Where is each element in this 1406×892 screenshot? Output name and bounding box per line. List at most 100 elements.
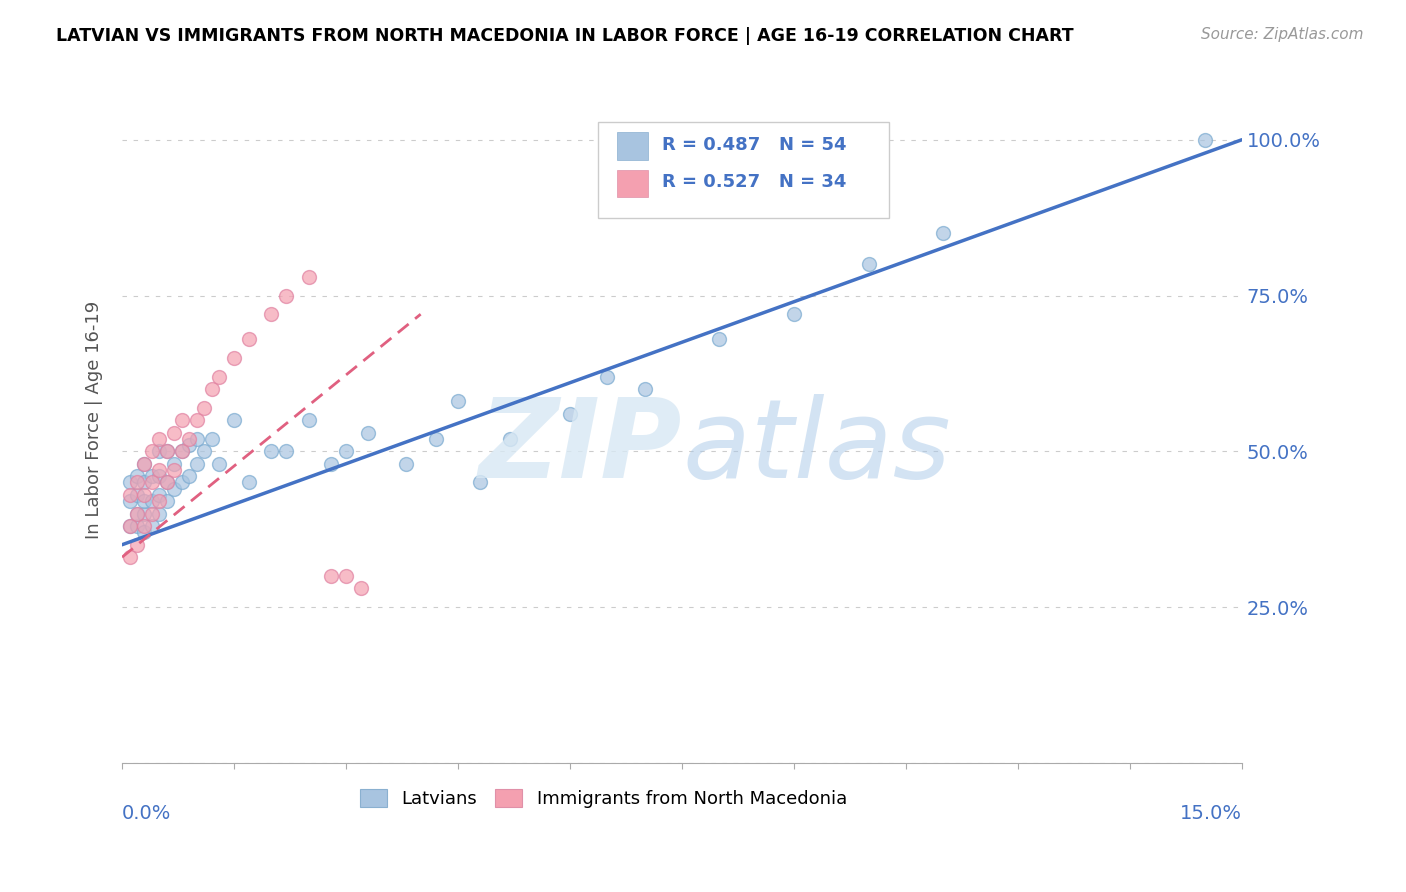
Point [125,507,148,521]
Point [186,432,208,446]
Point [148,432,170,446]
Point [179,469,201,483]
Point [179,432,201,446]
Point [156,475,179,490]
Point [118,550,141,565]
Point [208,369,231,384]
Text: Source: ZipAtlas.com: Source: ZipAtlas.com [1201,27,1364,42]
Text: LATVIAN VS IMMIGRANTS FROM NORTH MACEDONIA IN LABOR FORCE | AGE 16-19 CORRELATIO: LATVIAN VS IMMIGRANTS FROM NORTH MACEDON… [56,27,1074,45]
Point [156,444,179,458]
Point [141,475,163,490]
Point [260,307,283,321]
Point [276,288,298,302]
Text: 0.0%: 0.0% [122,805,172,823]
Point [134,519,156,533]
Point [156,475,179,490]
Point [470,475,492,490]
Point [125,469,148,483]
Point [134,457,156,471]
Point [148,463,170,477]
FancyBboxPatch shape [598,122,889,218]
Point [858,257,880,271]
Point [222,351,245,365]
Point [163,482,186,496]
Point [186,413,208,427]
Point [208,457,231,471]
Text: R = 0.527   N = 34: R = 0.527 N = 34 [662,173,846,191]
Point [156,444,179,458]
Point [125,488,148,502]
Point [156,494,179,508]
Point [125,519,148,533]
Point [201,432,224,446]
Point [276,444,298,458]
Point [170,444,193,458]
Point [499,432,522,446]
Point [260,444,283,458]
Point [425,432,447,446]
Point [134,525,156,540]
FancyBboxPatch shape [617,170,648,197]
Point [186,457,208,471]
Point [222,413,245,427]
Point [298,269,321,284]
Point [395,457,418,471]
Point [783,307,806,321]
Point [148,507,170,521]
Point [335,569,357,583]
Point [238,332,260,346]
Point [179,438,201,452]
Text: ZIP: ZIP [478,394,682,501]
Point [141,444,163,458]
Point [125,507,148,521]
Point [447,394,470,409]
Point [1194,133,1216,147]
Point [125,475,148,490]
Point [141,494,163,508]
Point [118,488,141,502]
Point [335,444,357,458]
FancyBboxPatch shape [617,132,648,160]
Point [709,332,731,346]
Point [134,457,156,471]
Point [170,413,193,427]
Point [238,475,260,490]
Point [170,444,193,458]
Point [319,457,342,471]
Text: atlas: atlas [682,394,950,501]
Point [118,475,141,490]
Point [298,413,321,427]
Point [141,507,163,521]
Point [134,494,156,508]
Point [118,519,141,533]
Point [118,519,141,533]
Point [633,382,655,396]
Point [148,488,170,502]
Text: R = 0.487   N = 54: R = 0.487 N = 54 [662,136,846,153]
Point [134,507,156,521]
Point [357,425,380,440]
Point [148,469,170,483]
Point [163,457,186,471]
Point [134,488,156,502]
Text: 15.0%: 15.0% [1180,805,1241,823]
Point [125,538,148,552]
Point [201,382,224,396]
Point [596,369,619,384]
Point [193,444,215,458]
Point [148,494,170,508]
Point [148,444,170,458]
Point [193,401,215,415]
Point [141,519,163,533]
Y-axis label: In Labor Force | Age 16-19: In Labor Force | Age 16-19 [86,301,103,540]
Point [558,407,581,421]
Point [163,463,186,477]
Point [319,569,342,583]
Point [932,226,955,240]
Point [163,425,186,440]
Point [118,494,141,508]
Point [134,475,156,490]
Legend: Latvians, Immigrants from North Macedonia: Latvians, Immigrants from North Macedoni… [353,781,855,815]
Point [141,469,163,483]
Point [170,475,193,490]
